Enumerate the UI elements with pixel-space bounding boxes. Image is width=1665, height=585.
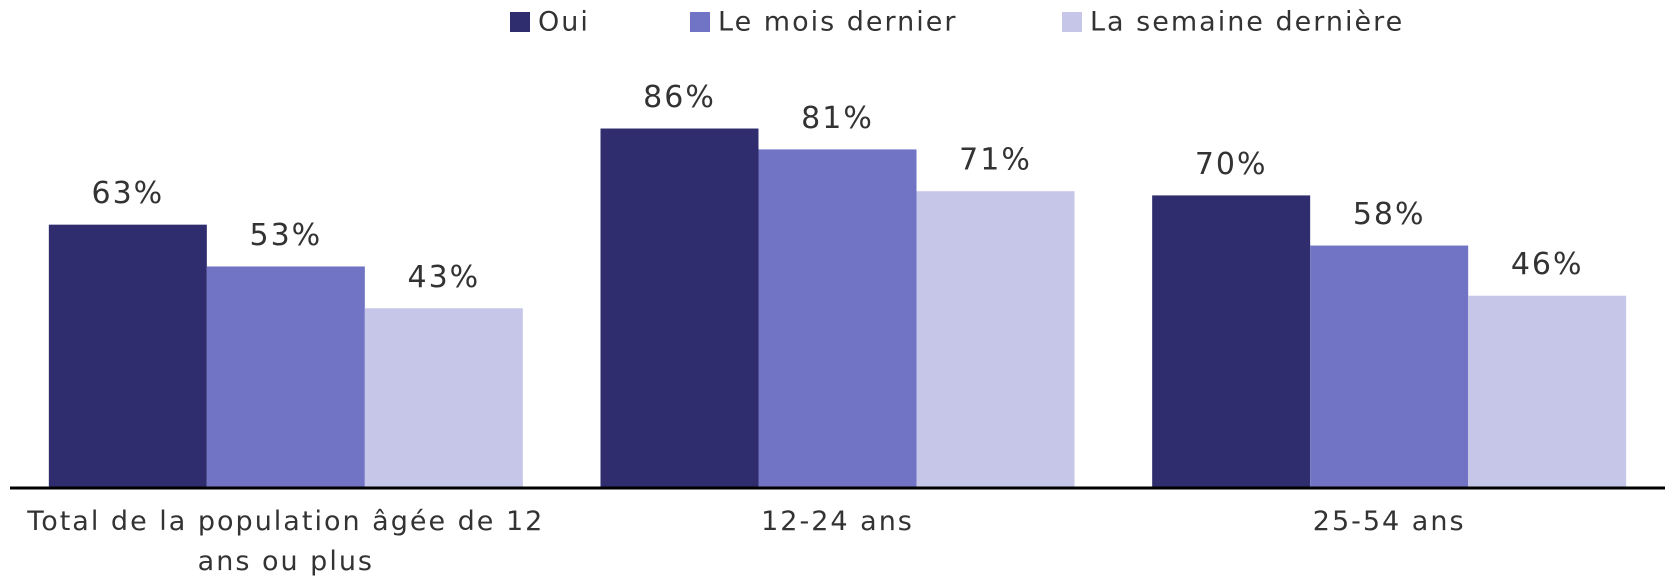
bar xyxy=(1310,245,1469,488)
x-tick-label: 12-24 ans xyxy=(761,506,914,537)
bar xyxy=(364,308,523,488)
legend-swatch xyxy=(510,12,530,32)
bar xyxy=(48,224,207,488)
bar xyxy=(1152,195,1311,488)
bar xyxy=(916,191,1075,488)
data-label: 58% xyxy=(1353,197,1426,232)
x-tick-label-box: 12-24 ans xyxy=(761,506,914,537)
data-label: 86% xyxy=(643,80,716,115)
x-tick-label-box: Total de la population âgée de 12 ans ou… xyxy=(27,506,545,577)
data-label: 71% xyxy=(959,143,1032,178)
data-label: 81% xyxy=(801,101,874,136)
bar xyxy=(758,149,917,489)
data-label: 53% xyxy=(249,218,322,253)
bar xyxy=(600,128,759,488)
data-label: 43% xyxy=(407,260,480,295)
legend-label: Oui xyxy=(538,7,590,38)
x-tick-label: 25-54 ans xyxy=(1312,506,1466,537)
legend-swatch xyxy=(690,12,710,32)
legend-swatch xyxy=(1062,12,1082,32)
data-label: 70% xyxy=(1195,147,1268,182)
bar xyxy=(206,266,365,488)
bar xyxy=(1468,295,1627,488)
legend-label: La semaine dernière xyxy=(1090,7,1404,38)
x-tick-label: Total de la population âgée de 12 ans ou… xyxy=(27,506,545,577)
legend-label: Le mois dernier xyxy=(718,7,957,38)
data-label: 63% xyxy=(91,176,164,211)
data-label: 46% xyxy=(1511,247,1584,282)
x-tick-label-box: 25-54 ans xyxy=(1312,506,1466,537)
